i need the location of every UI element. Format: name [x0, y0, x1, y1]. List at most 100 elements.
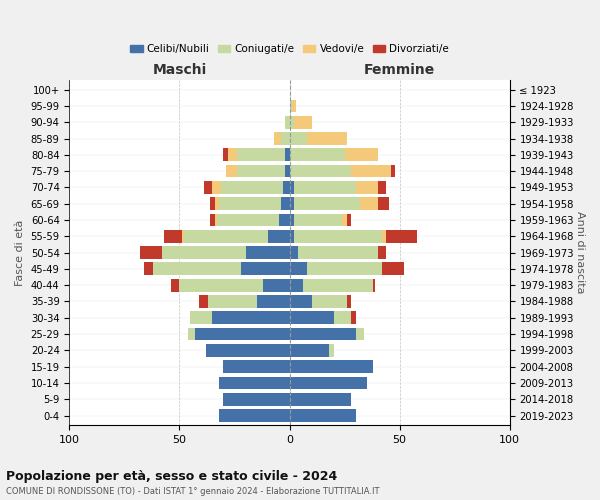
Bar [356, 181, 377, 194]
Bar [162, 246, 245, 259]
Bar [294, 198, 360, 210]
Bar [351, 312, 356, 324]
Bar [360, 198, 377, 210]
Bar [307, 262, 382, 275]
Bar [285, 148, 290, 161]
Bar [329, 344, 334, 356]
Bar [307, 132, 347, 145]
Bar [290, 116, 294, 128]
Bar [334, 312, 351, 324]
Bar [290, 230, 294, 242]
Bar [292, 100, 296, 112]
Bar [294, 181, 356, 194]
Bar [199, 295, 208, 308]
Bar [303, 279, 373, 291]
Bar [219, 376, 290, 390]
Bar [208, 295, 257, 308]
Bar [311, 295, 347, 308]
Bar [281, 198, 290, 210]
Bar [290, 164, 351, 177]
Bar [290, 262, 307, 275]
Bar [290, 148, 344, 161]
Bar [140, 246, 162, 259]
Bar [294, 230, 382, 242]
Bar [212, 312, 290, 324]
Bar [290, 312, 334, 324]
Text: Popolazione per età, sesso e stato civile - 2024: Popolazione per età, sesso e stato civil… [6, 470, 337, 483]
Bar [278, 214, 290, 226]
Bar [290, 198, 294, 210]
Text: COMUNE DI RONDISSONE (TO) - Dati ISTAT 1° gennaio 2024 - Elaborazione TUTTITALIA: COMUNE DI RONDISSONE (TO) - Dati ISTAT 1… [6, 488, 380, 496]
Bar [263, 279, 290, 291]
Bar [274, 132, 281, 145]
Bar [206, 344, 290, 356]
Bar [285, 116, 290, 128]
Bar [170, 279, 179, 291]
Bar [223, 360, 290, 373]
Bar [237, 148, 285, 161]
Text: Maschi: Maschi [152, 64, 206, 78]
Bar [241, 262, 290, 275]
Bar [223, 393, 290, 406]
Bar [290, 214, 294, 226]
Bar [386, 230, 417, 242]
Bar [356, 328, 364, 340]
Bar [290, 132, 307, 145]
Y-axis label: Anni di nascita: Anni di nascita [575, 212, 585, 294]
Bar [290, 246, 298, 259]
Bar [294, 116, 311, 128]
Bar [283, 181, 290, 194]
Bar [221, 181, 283, 194]
Bar [144, 262, 153, 275]
Bar [219, 198, 281, 210]
Bar [351, 164, 391, 177]
Bar [290, 409, 356, 422]
Bar [223, 148, 228, 161]
Bar [377, 246, 386, 259]
Bar [290, 181, 294, 194]
Bar [347, 214, 351, 226]
Bar [290, 360, 373, 373]
Bar [188, 328, 195, 340]
Bar [195, 328, 290, 340]
Bar [294, 214, 343, 226]
Bar [290, 328, 356, 340]
Bar [290, 393, 351, 406]
Bar [179, 279, 263, 291]
Bar [184, 230, 268, 242]
Bar [391, 164, 395, 177]
Bar [237, 164, 285, 177]
Bar [382, 262, 404, 275]
Bar [268, 230, 290, 242]
Bar [226, 164, 237, 177]
Legend: Celibi/Nubili, Coniugati/e, Vedovi/e, Divorziati/e: Celibi/Nubili, Coniugati/e, Vedovi/e, Di… [126, 40, 453, 58]
Bar [347, 295, 351, 308]
Bar [382, 230, 386, 242]
Bar [190, 312, 212, 324]
Bar [377, 198, 389, 210]
Bar [281, 132, 290, 145]
Text: Femmine: Femmine [364, 64, 435, 78]
Bar [153, 262, 241, 275]
Bar [290, 344, 329, 356]
Bar [212, 181, 221, 194]
Bar [217, 214, 278, 226]
Bar [343, 214, 347, 226]
Bar [344, 148, 377, 161]
Bar [164, 230, 182, 242]
Bar [215, 214, 217, 226]
Bar [377, 181, 386, 194]
Bar [290, 279, 303, 291]
Bar [257, 295, 290, 308]
Bar [245, 246, 290, 259]
Bar [290, 295, 311, 308]
Bar [290, 376, 367, 390]
Bar [298, 246, 377, 259]
Bar [290, 100, 292, 112]
Bar [373, 279, 376, 291]
Bar [228, 148, 237, 161]
Bar [210, 198, 215, 210]
Y-axis label: Fasce di età: Fasce di età [15, 220, 25, 286]
Bar [285, 164, 290, 177]
Bar [203, 181, 212, 194]
